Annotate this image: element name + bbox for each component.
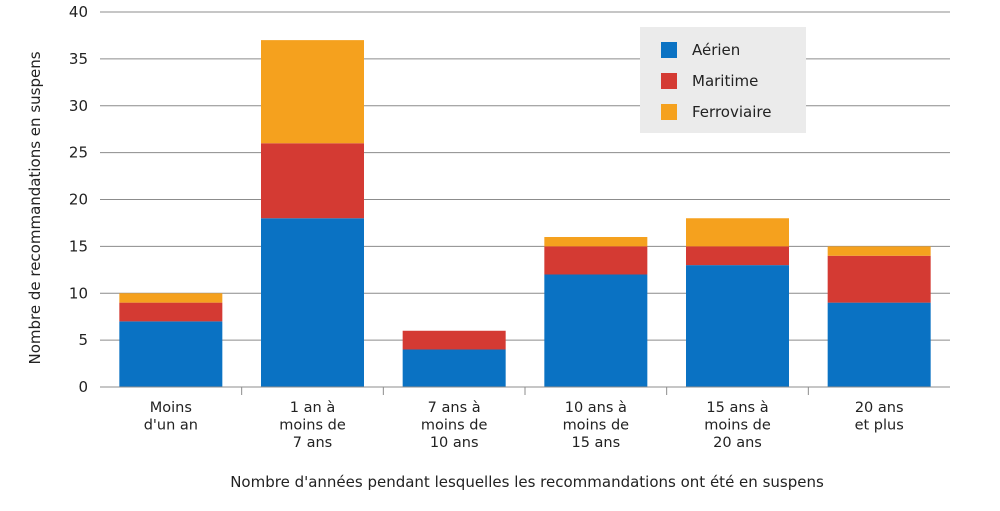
legend: Aérien Maritime Ferroviaire: [640, 27, 806, 133]
x-category-label-line: 20 ans: [713, 435, 762, 451]
x-category-label-line: 10 ans: [430, 435, 479, 451]
bar-segment-aérien: [119, 321, 223, 387]
bar-segment-maritime: [827, 255, 931, 303]
legend-swatch-ferroviaire: [661, 104, 677, 120]
bar-segment-aérien: [261, 218, 364, 387]
x-axis-title: Nombre d'années pendant lesquelles les r…: [230, 473, 824, 491]
y-tick-label: 5: [78, 331, 88, 349]
legend-label: Maritime: [692, 72, 758, 90]
x-category-label-line: 1 an à: [290, 400, 335, 416]
legend-label: Aérien: [692, 41, 740, 59]
x-category-label: 10 ans à moins de 15 ans: [563, 400, 630, 451]
bar-segment-maritime: [119, 302, 223, 322]
bar-segment-aérien: [827, 302, 931, 387]
y-axis-title: Nombre de recommandations en suspens: [26, 51, 44, 364]
y-tick-label: 15: [69, 237, 88, 255]
x-category-label-line: d'un an: [144, 418, 198, 434]
grid-lines: [100, 11, 950, 388]
y-tick-label: 0: [78, 378, 88, 396]
bar-segment-maritime: [544, 246, 648, 275]
x-category-label-line: 15 ans: [571, 435, 620, 451]
bars: [119, 40, 931, 387]
bar-segment-aérien: [544, 274, 648, 387]
bar-segment-aérien: [686, 265, 789, 387]
x-category-label-line: 20 ans: [855, 400, 904, 416]
y-tick-label: 25: [69, 144, 88, 162]
x-category-label-line: 15 ans à: [706, 400, 768, 416]
x-category-label-line: moins de: [421, 418, 488, 434]
bar-segment-aérien: [402, 349, 506, 387]
x-category-label: Moins d'un an: [144, 400, 198, 434]
bar-segment-maritime: [402, 330, 506, 350]
axes: 0 5 10 15 20 25 30 35 40 Moins d'un an 1 an à moins …: [69, 3, 950, 451]
bar-segment-maritime: [686, 246, 789, 266]
legend-swatch-maritime: [661, 73, 677, 89]
x-category-label: 1 an à moins de 7 ans: [279, 400, 346, 451]
x-category-label-line: moins de: [704, 418, 771, 434]
bar-segment-maritime: [261, 143, 364, 219]
legend-swatch-aérien: [661, 42, 677, 58]
x-category-label-line: Moins: [150, 400, 192, 416]
y-tick-label: 20: [69, 191, 88, 209]
x-category-label-line: et plus: [855, 418, 904, 434]
bar-segment-ferroviaire: [686, 218, 789, 247]
y-tick-label: 10: [69, 284, 88, 302]
y-tick-label: 30: [69, 97, 88, 115]
bar-segment-ferroviaire: [827, 246, 931, 256]
x-category-label-line: moins de: [563, 418, 630, 434]
y-tick-label: 40: [69, 3, 88, 21]
x-category-label: 7 ans à moins de 10 ans: [421, 400, 488, 451]
x-category-label: 15 ans à moins de 20 ans: [704, 400, 771, 451]
x-category-label-line: 7 ans à: [428, 400, 481, 416]
bar-segment-ferroviaire: [261, 40, 364, 144]
y-tick-label: 35: [69, 50, 88, 68]
x-category-label-line: 7 ans: [293, 435, 332, 451]
legend-label: Ferroviaire: [692, 103, 771, 121]
bar-segment-ferroviaire: [544, 237, 648, 247]
bar-segment-ferroviaire: [119, 293, 223, 303]
x-category-label-line: moins de: [279, 418, 346, 434]
x-category-label-line: 10 ans à: [565, 400, 627, 416]
x-category-label: 20 ans et plus: [855, 400, 904, 434]
